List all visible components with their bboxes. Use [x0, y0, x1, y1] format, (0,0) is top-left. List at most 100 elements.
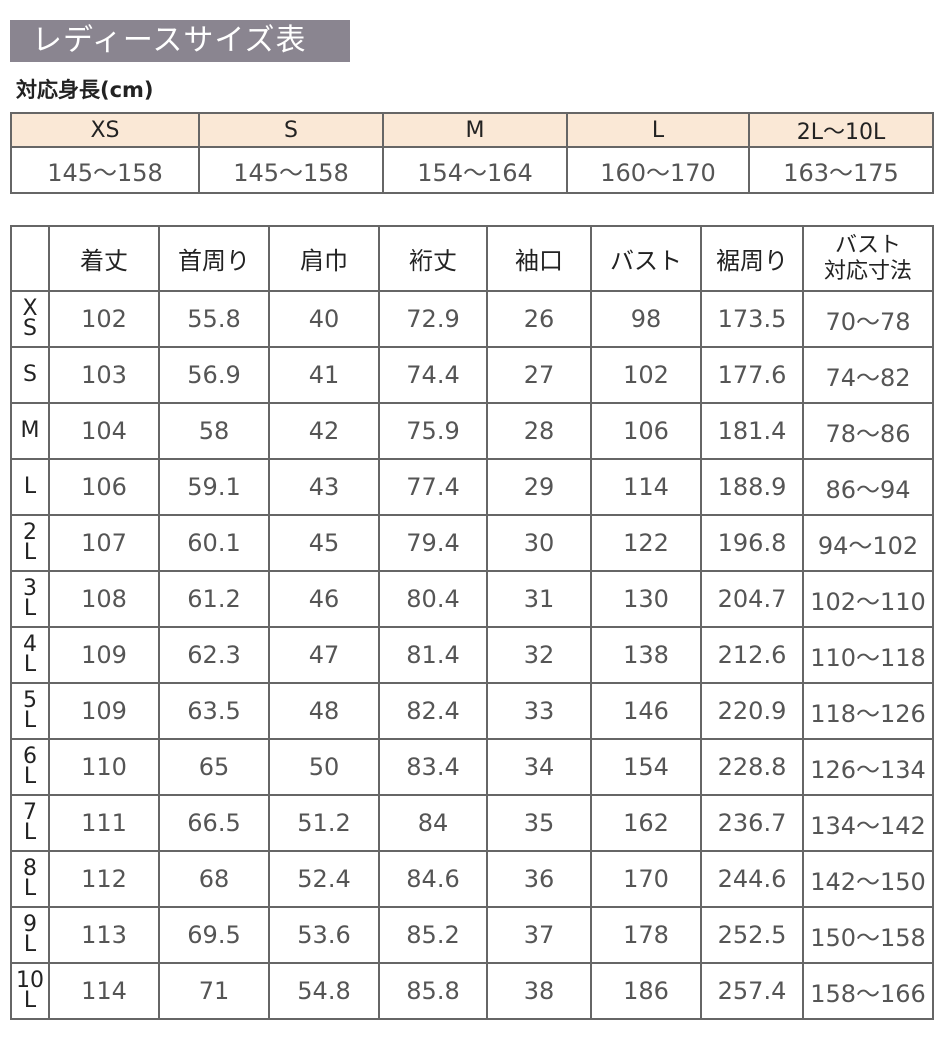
size-header-cell: XS [10, 112, 200, 148]
table-cell: 134〜142 [802, 794, 934, 852]
table-cell: 61.2 [158, 570, 270, 628]
table-cell: 244.6 [700, 850, 804, 908]
height-range-cell: 163〜175 [748, 146, 934, 194]
table-cell: 85.2 [378, 906, 488, 964]
table-cell: 212.6 [700, 626, 804, 684]
size-header-cell: 2L〜10L [748, 112, 934, 148]
size-label-part: L [23, 988, 37, 1013]
table-cell: 48 [268, 682, 380, 740]
table-cell: 109 [48, 682, 160, 740]
table-cell: 142〜150 [802, 850, 934, 908]
size-label-part: 8 [23, 856, 37, 881]
table-cell: 177.6 [700, 346, 804, 404]
table-cell: 42 [268, 402, 380, 460]
table-cell: 63.5 [158, 682, 270, 740]
table-cell: 154 [590, 738, 702, 796]
table-cell: 103 [48, 346, 160, 404]
table-cell: 81.4 [378, 626, 488, 684]
table-cell: 181.4 [700, 402, 804, 460]
table-row: 7 L 111 66.5 51.2 84 35 162 236.7 134〜142 [10, 794, 934, 852]
table-cell: 118〜126 [802, 682, 934, 740]
table-row: S 103 56.9 41 74.4 27 102 177.6 74〜82 [10, 346, 934, 404]
table-cell: 158〜166 [802, 962, 934, 1020]
column-header: 肩巾 [268, 225, 380, 292]
table-cell: 68 [158, 850, 270, 908]
size-label-part: L [23, 540, 37, 565]
table-cell: 102 [590, 346, 702, 404]
table-cell: 35 [486, 794, 592, 852]
size-label-part: 10 [16, 968, 44, 993]
size-label-part: 9 [23, 912, 37, 937]
table-cell: 74〜82 [802, 346, 934, 404]
column-header: バスト 対応寸法 [802, 225, 934, 292]
size-label-part: 6 [23, 744, 37, 769]
size-label-part: L [23, 764, 37, 789]
height-table: XS S M L 2L〜10L 145〜158 145〜158 154〜164 160〜170… [10, 112, 934, 194]
table-cell: 138 [590, 626, 702, 684]
table-cell: 107 [48, 514, 160, 572]
column-header: 裾周り [700, 225, 804, 292]
table-cell: 69.5 [158, 906, 270, 964]
table-cell: 37 [486, 906, 592, 964]
table-cell: 50 [268, 738, 380, 796]
size-label-part: 5 [23, 688, 37, 713]
table-cell: 109 [48, 626, 160, 684]
table-cell: 47 [268, 626, 380, 684]
table-cell: 27 [486, 346, 592, 404]
size-header-cell: S [198, 112, 384, 148]
table-cell: 84 [378, 794, 488, 852]
table-cell: 54.8 [268, 962, 380, 1020]
height-range-cell: 160〜170 [566, 146, 750, 194]
table-cell: 65 [158, 738, 270, 796]
table-cell: 28 [486, 402, 592, 460]
table-cell: 173.5 [700, 290, 804, 348]
table-cell: 59.1 [158, 458, 270, 516]
table-cell: 45 [268, 514, 380, 572]
height-range-cell: 154〜164 [382, 146, 568, 194]
table-cell: 150〜158 [802, 906, 934, 964]
table-cell: 51.2 [268, 794, 380, 852]
table-cell: 122 [590, 514, 702, 572]
size-label-part: 7 [23, 800, 37, 825]
table-cell: 94〜102 [802, 514, 934, 572]
size-label-part: L [23, 820, 37, 845]
table-cell: 186 [590, 962, 702, 1020]
table-cell: 102 [48, 290, 160, 348]
size-label-part: X [22, 296, 38, 321]
size-label-part: L [23, 932, 37, 957]
column-header: 裄丈 [378, 225, 488, 292]
size-header-cell: L [566, 112, 750, 148]
table-cell: 62.3 [158, 626, 270, 684]
table-cell: 196.8 [700, 514, 804, 572]
table-cell: 130 [590, 570, 702, 628]
size-label-part: 2 [23, 520, 37, 545]
table-cell: 106 [590, 402, 702, 460]
table-cell: 30 [486, 514, 592, 572]
table-cell: 162 [590, 794, 702, 852]
table-cell: 34 [486, 738, 592, 796]
table-cell: 252.5 [700, 906, 804, 964]
page-title: レディースサイズ表 [10, 20, 350, 62]
height-section-label: 対応身長(cm) [16, 78, 154, 102]
table-row: 4 L 109 62.3 47 81.4 32 138 212.6 110〜118 [10, 626, 934, 684]
table-cell: 66.5 [158, 794, 270, 852]
column-header: 着丈 [48, 225, 160, 292]
height-range-cell: 145〜158 [10, 146, 200, 194]
table-cell: 98 [590, 290, 702, 348]
table-row: 10 L 114 71 54.8 85.8 38 186 257.4 158〜166 [10, 962, 934, 1020]
table-cell: 111 [48, 794, 160, 852]
column-header: バスト [590, 225, 702, 292]
table-cell: 77.4 [378, 458, 488, 516]
size-label-part: L [23, 596, 37, 621]
table-cell: 188.9 [700, 458, 804, 516]
height-range-cell: 145〜158 [198, 146, 384, 194]
table-cell: 70〜78 [802, 290, 934, 348]
table-cell: 257.4 [700, 962, 804, 1020]
table-cell: 204.7 [700, 570, 804, 628]
